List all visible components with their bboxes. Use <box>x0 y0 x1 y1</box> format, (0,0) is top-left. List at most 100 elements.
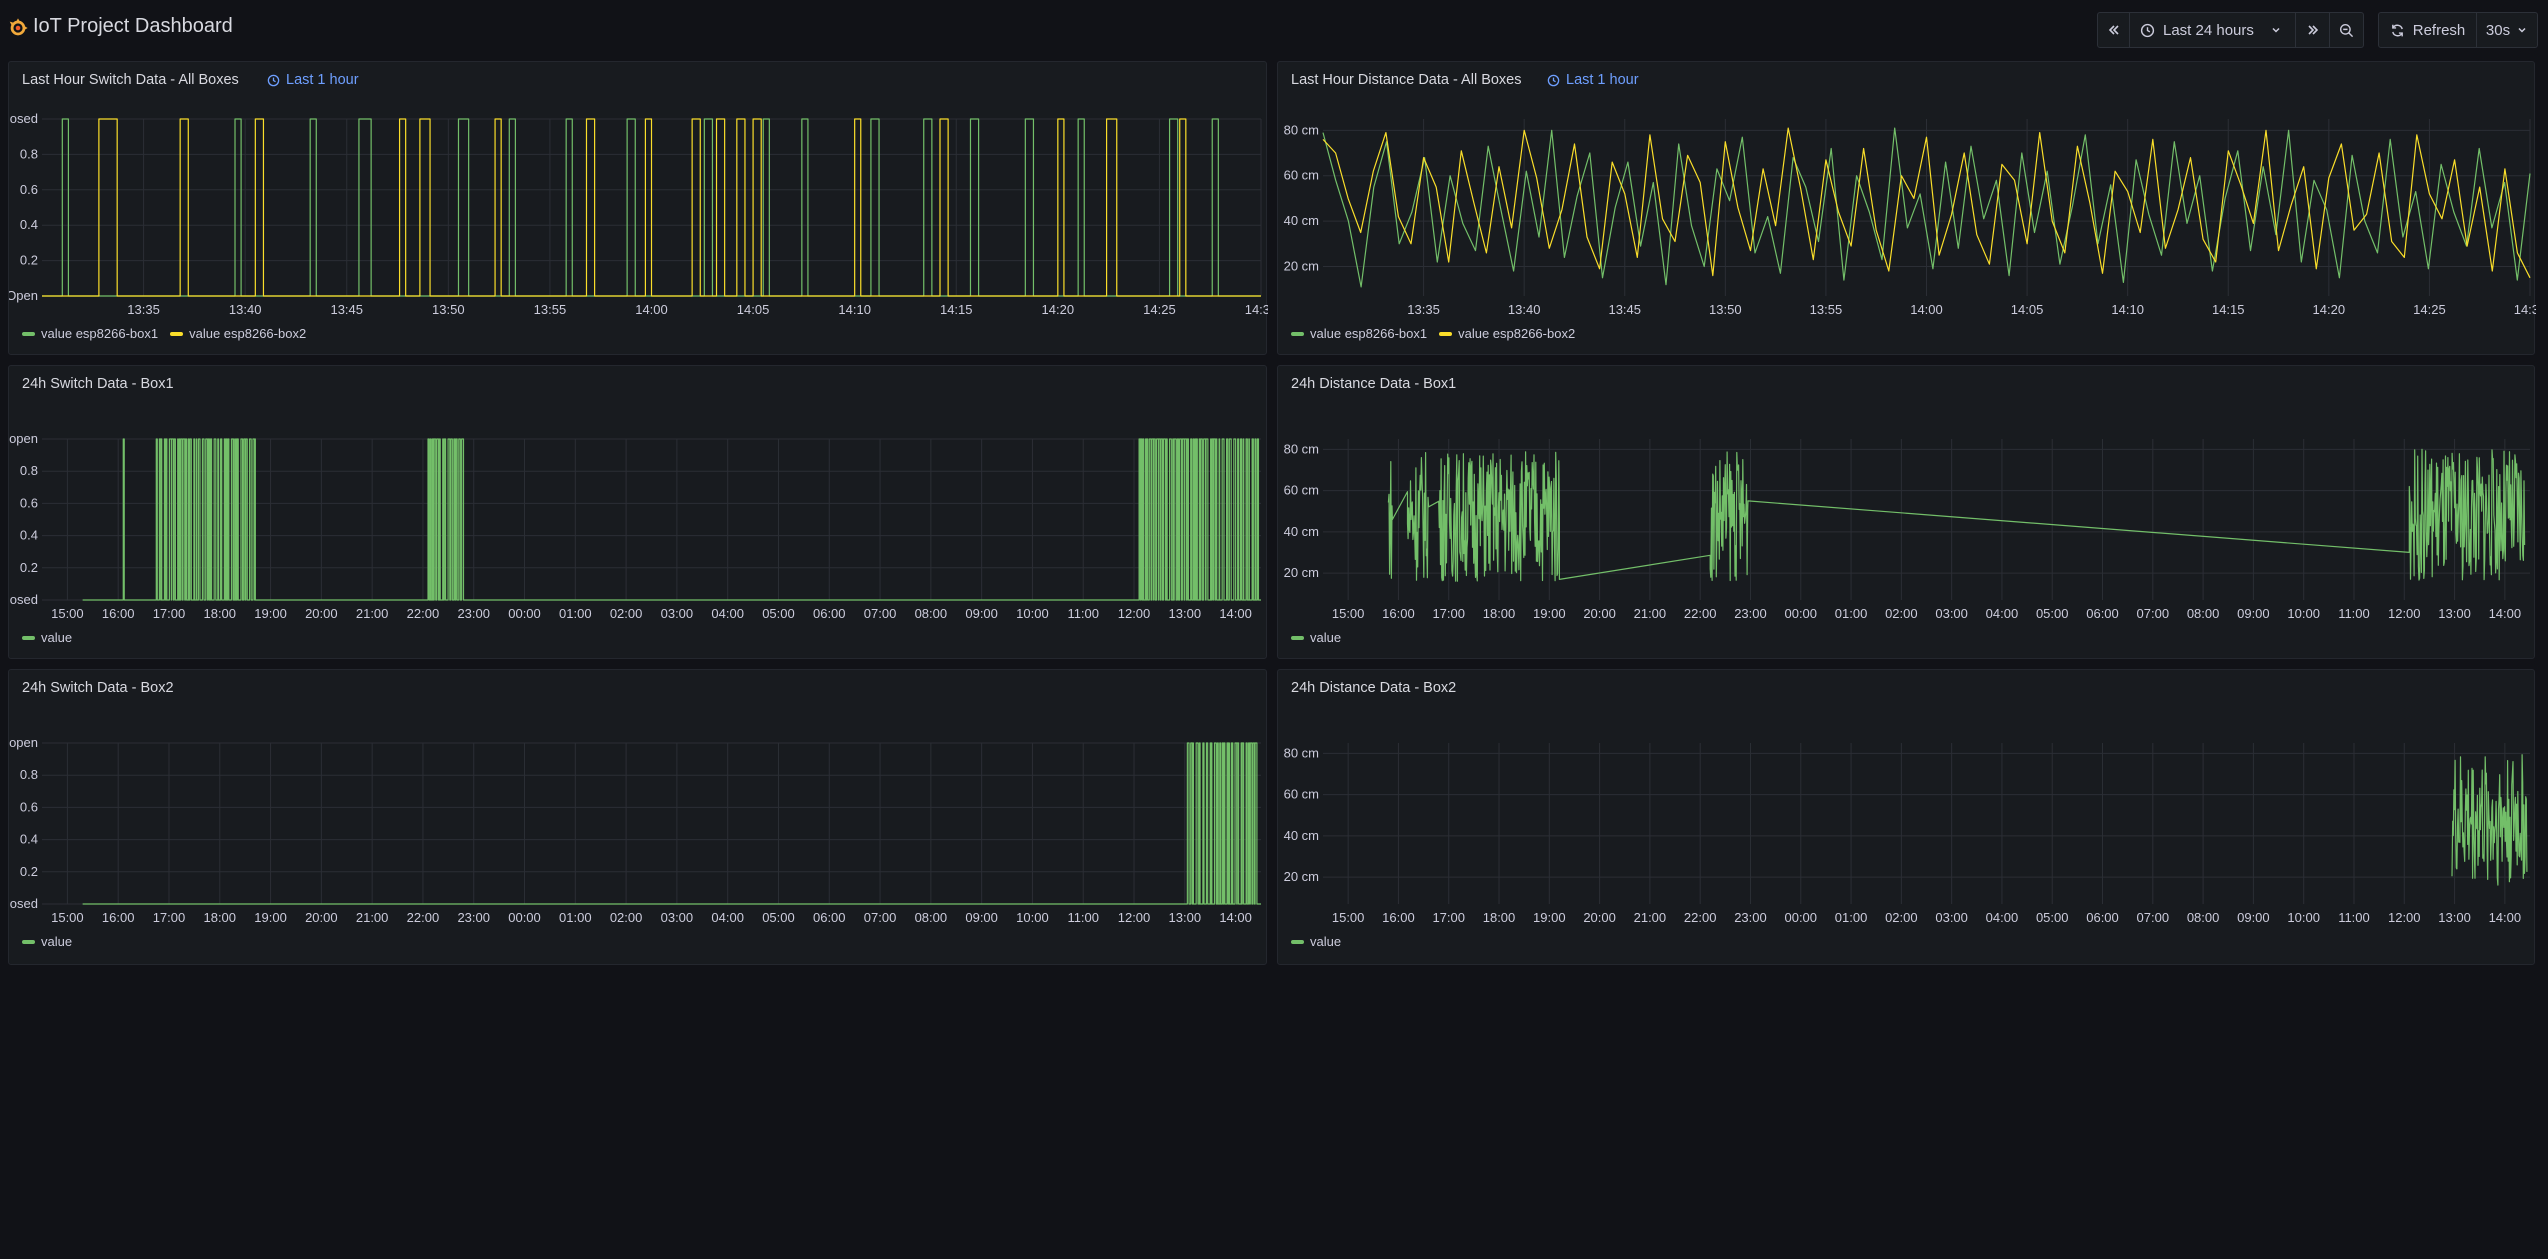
dashboard-title: IoT Project Dashboard <box>33 15 233 37</box>
x-tick-label: 13:55 <box>534 302 567 317</box>
legend-item-value[interactable]: value <box>1291 934 1341 949</box>
y-tick-label: open <box>9 431 38 446</box>
legend-item-box1[interactable]: value esp8266-box1 <box>22 326 158 341</box>
x-tick-label: 00:00 <box>1784 606 1817 621</box>
legend: value <box>1291 934 1341 949</box>
x-tick-label: 23:00 <box>457 606 490 621</box>
x-tick-label: 06:00 <box>2086 910 2119 925</box>
x-tick-label: 08:00 <box>915 606 948 621</box>
legend-item-value[interactable]: value <box>22 934 72 949</box>
chart-24h-distance-box2: 20 cm 40 cm 60 cm 80 cm 15:00 16:00 17:00 18:00… <box>1284 743 2530 925</box>
y-tick-label: open <box>9 735 38 750</box>
legend-item-value[interactable]: value <box>22 630 72 645</box>
x-tick-label: 15:00 <box>1332 606 1365 621</box>
x-tick-label: 21:00 <box>1634 606 1667 621</box>
y-tick-label: 0.6 <box>20 799 38 814</box>
x-tick-label: 18:00 <box>203 606 236 621</box>
x-tick-label: 17:00 <box>1432 910 1465 925</box>
x-tick-label: 03:00 <box>661 606 694 621</box>
y-tick-label: 0.2 <box>20 864 38 879</box>
x-tick-label: 00:00 <box>508 910 541 925</box>
y-tick-label: 80 cm <box>1284 745 1319 760</box>
x-tick-label: 02:00 <box>610 606 643 621</box>
x-tick-label: 13:35 <box>127 302 160 317</box>
x-tick-label: 10:00 <box>2287 910 2320 925</box>
panel-24h-switch-box1[interactable]: 24h Switch Data - Box1 closed 0.2 0.4 0.6 0.… <box>8 365 1267 659</box>
panel-24h-distance-box2[interactable]: 24h Distance Data - Box2 20 cm 40 cm 60 cm… <box>1277 669 2535 965</box>
legend-label: value <box>1310 630 1342 645</box>
time-shift-forward-button[interactable] <box>2296 13 2330 47</box>
x-tick-label: 19:00 <box>254 910 287 925</box>
legend-label: value esp8266-box2 <box>1458 326 1576 341</box>
y-tick-label: 60 cm <box>1284 787 1319 802</box>
x-tick-label: 14:30 <box>2514 302 2536 317</box>
x-tick-label: 17:00 <box>153 606 186 621</box>
x-tick-label: 13:00 <box>1169 606 1202 621</box>
series-line <box>1322 127 2531 279</box>
x-tick-label: 13:40 <box>229 302 262 317</box>
panel-title: 24h Distance Data - Box1 <box>1291 376 1457 392</box>
legend-item-value[interactable]: value <box>1291 630 1341 645</box>
panel-24h-switch-box2[interactable]: 24h Switch Data - Box2 closed 0.2 0.4 0.6 0.… <box>8 669 1267 965</box>
legend-label: value esp8266-box1 <box>41 326 159 341</box>
y-tick-label: closed <box>9 896 38 911</box>
x-tick-label: 17:00 <box>153 910 186 925</box>
y-tick-label: Closed <box>9 111 38 126</box>
x-tick-label: 12:00 <box>2388 606 2421 621</box>
y-tick-label: Open <box>9 288 38 303</box>
y-tick-label: 0.6 <box>20 182 38 197</box>
x-tick-label: 21:00 <box>1634 910 1667 925</box>
refresh-interval-picker[interactable]: 30s <box>2477 13 2537 47</box>
legend-label: value <box>41 630 73 645</box>
x-tick-label: 14:25 <box>1143 302 1176 317</box>
panel-time-override: Last 1 hour <box>267 72 359 88</box>
x-tick-label: 15:00 <box>51 606 84 621</box>
panel-last-hour-distance[interactable]: Last Hour Distance Data - All Boxes Last… <box>1277 61 2536 355</box>
chart-24h-switch-box1: closed 0.2 0.4 0.6 0.8 open 15:00 16:00 17:00 18:… <box>9 431 1261 621</box>
legend-swatch <box>22 635 35 640</box>
x-tick-label: 21:00 <box>356 606 389 621</box>
x-tick-label: 03:00 <box>1935 606 1968 621</box>
zoom-out-button[interactable] <box>2330 13 2363 47</box>
panel-last-hour-switch[interactable]: Last Hour Switch Data - All Boxes Last 1… <box>8 61 1268 355</box>
x-tick-label: 22:00 <box>407 910 440 925</box>
x-tick-label: 19:00 <box>254 606 287 621</box>
x-tick-label: 14:00 <box>2489 606 2522 621</box>
y-tick-label: 0.4 <box>20 217 38 232</box>
panel-24h-distance-box1[interactable]: 24h Distance Data - Box1 20 cm 40 cm 60 cm… <box>1277 365 2535 659</box>
x-tick-label: 13:35 <box>1407 302 1440 317</box>
x-tick-label: 00:00 <box>1784 910 1817 925</box>
y-tick-label: 0.8 <box>20 767 38 782</box>
grafana-logo-icon <box>9 18 28 36</box>
legend-swatch <box>22 331 35 336</box>
y-tick-label: 0.2 <box>20 253 38 268</box>
y-tick-label: 60 cm <box>1284 168 1319 183</box>
x-tick-label: 13:50 <box>1709 302 1742 317</box>
legend-swatch <box>1291 939 1304 944</box>
double-chevron-left-icon <box>2108 25 2119 35</box>
y-tick-label: 0.2 <box>20 560 38 575</box>
legend-item-box2[interactable]: value esp8266-box2 <box>170 326 306 341</box>
x-tick-label: 10:00 <box>1016 910 1049 925</box>
legend-label: value esp8266-box1 <box>1310 326 1428 341</box>
x-tick-label: 07:00 <box>2137 606 2170 621</box>
x-tick-label: 19:00 <box>1533 910 1566 925</box>
x-tick-label: 07:00 <box>864 606 897 621</box>
legend-label: value <box>41 934 73 949</box>
x-tick-label: 01:00 <box>1835 606 1868 621</box>
x-tick-label: 05:00 <box>762 910 795 925</box>
time-range-picker[interactable]: Last 24 hours <box>2130 13 2296 47</box>
x-tick-label: 06:00 <box>813 910 846 925</box>
series-line <box>82 438 1261 601</box>
legend-item-box1[interactable]: value esp8266-box1 <box>1291 326 1427 341</box>
series-line <box>82 742 1261 905</box>
chevron-down-icon <box>2272 27 2280 33</box>
x-tick-label: 14:00 <box>1219 910 1252 925</box>
legend-swatch <box>1291 635 1304 640</box>
y-tick-label: 0.8 <box>20 463 38 478</box>
x-tick-label: 07:00 <box>2137 910 2170 925</box>
refresh-button[interactable]: Refresh <box>2379 13 2477 47</box>
time-shift-back-button[interactable] <box>2098 13 2130 47</box>
legend-item-box2[interactable]: value esp8266-box2 <box>1439 326 1575 341</box>
x-tick-label: 14:30 <box>1245 302 1268 317</box>
